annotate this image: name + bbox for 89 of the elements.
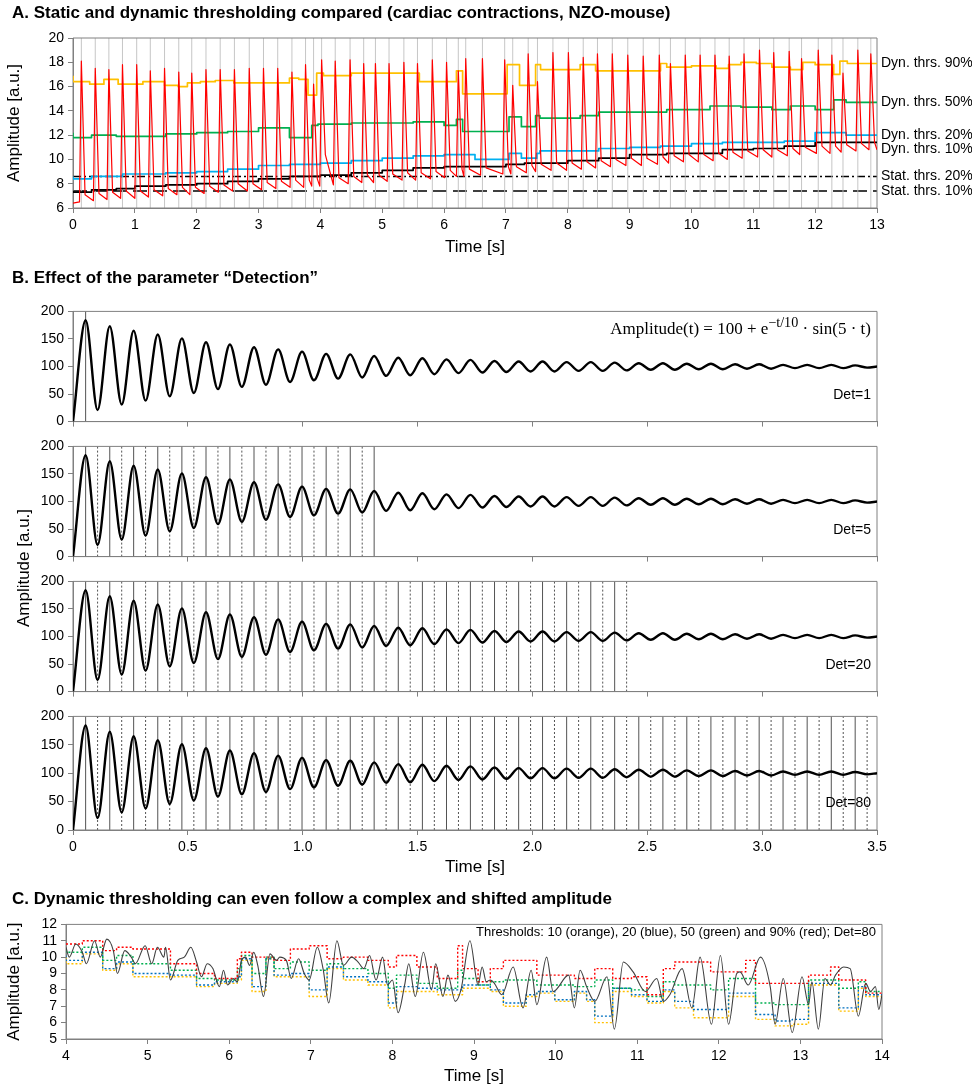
x-tick-label: 6: [440, 216, 449, 233]
y-tick-label: 150: [40, 464, 65, 481]
y-tick-label: 18: [48, 53, 65, 70]
y-tick-label: 0: [56, 682, 65, 699]
y-tick-label: 200: [40, 572, 65, 589]
x-tick-label: 13: [869, 216, 885, 233]
x-tick-label: 8: [563, 216, 572, 233]
annotation: Thresholds: 10 (orange), 20 (blue), 50 (green) and 90% (red); Det=80: [476, 924, 876, 940]
y-tick-label: 200: [40, 437, 65, 454]
y-tick-label: 150: [40, 329, 65, 346]
y-tick-label: 7: [49, 997, 58, 1014]
y-tick-label: 12: [48, 126, 65, 142]
x-tick-label: 6: [225, 1047, 234, 1064]
series-label: Dyn. thrs. 90%: [881, 54, 972, 71]
y-tick-label: 150: [40, 599, 65, 616]
x-tick-label: 1.5: [407, 838, 428, 855]
y-tick-label: 150: [40, 735, 65, 752]
x-tick-label: 0: [69, 216, 78, 233]
x-tick-label: 7: [502, 216, 511, 233]
x-tick-label: 7: [306, 1047, 315, 1064]
x-tick-label: 11: [629, 1047, 645, 1064]
y-tick-label: 50: [48, 384, 65, 401]
x-tick-label: 5: [378, 216, 387, 233]
x-tick-label: 10: [683, 216, 700, 233]
y-tick-label: 6: [49, 1013, 58, 1030]
y-tick-label: 12: [41, 915, 58, 932]
y-tick-label: 100: [40, 492, 65, 509]
annotation: Det=80: [825, 793, 871, 811]
x-tick-label: 12: [711, 1047, 727, 1064]
ref-line-label: Stat. thrs. 20%: [881, 167, 972, 184]
y-tick-label: 50: [48, 654, 65, 671]
x-tick-label: 3: [254, 216, 263, 233]
y-tick-label: 8: [56, 174, 65, 191]
y-tick-label: 100: [40, 764, 65, 781]
y-tick-label: 200: [40, 302, 65, 319]
x-tick-label: 8: [388, 1047, 397, 1064]
x-tick-label: 11: [746, 216, 761, 233]
y-tick-label: 8: [49, 980, 58, 997]
x-axis-title: Time [s]: [445, 857, 505, 877]
annotation: Amplitude(t) = 100 + e$^{−t/10}$ · sin(5 · t): [610, 314, 871, 340]
y-tick-label: 10: [48, 150, 65, 167]
y-axis-title: Amplitude [a.u.]: [3, 922, 23, 1041]
x-tick-label: 9: [470, 1047, 479, 1064]
x-tick-label: 1.0: [292, 838, 313, 855]
ref-line-label: Stat. thrs. 10%: [881, 181, 972, 198]
y-tick-label: 0: [56, 412, 65, 429]
annotation: Det=1: [833, 386, 871, 404]
x-tick-label: 2.5: [637, 838, 658, 855]
x-tick-label: 14: [874, 1047, 890, 1064]
x-tick-label: 3.0: [752, 838, 773, 855]
y-tick-label: 14: [48, 101, 65, 118]
x-tick-label: 0.5: [178, 838, 198, 855]
y-tick-label: 11: [42, 931, 58, 948]
y-tick-label: 5: [49, 1029, 58, 1046]
y-tick-label: 100: [40, 357, 65, 374]
y-tick-label: 9: [49, 964, 58, 981]
x-tick-label: 4: [62, 1047, 71, 1064]
annotation: Det=5: [833, 521, 871, 539]
x-tick-label: 13: [792, 1047, 809, 1064]
y-tick-label: 50: [48, 792, 65, 809]
y-tick-label: 10: [41, 948, 58, 964]
y-tick-label: 200: [40, 707, 65, 724]
x-axis-title: Time [s]: [445, 237, 505, 257]
x-tick-label: 12: [807, 216, 824, 233]
x-tick-label: 9: [625, 216, 634, 233]
chart-title: C. Dynamic thresholding can even follow a complex and shifted amplitude: [12, 889, 612, 909]
y-tick-label: 0: [56, 547, 65, 564]
series-label: Dyn. thrs. 50%: [881, 93, 972, 110]
x-axis-title: Time [s]: [444, 1066, 504, 1086]
series-label: Dyn. thrs. 20%: [881, 126, 972, 142]
y-tick-label: 0: [56, 820, 65, 837]
x-tick-label: 2: [192, 216, 201, 233]
x-tick-label: 10: [547, 1047, 564, 1064]
y-tick-label: 50: [48, 519, 65, 536]
y-tick-label: 16: [48, 77, 65, 94]
y-axis-title: Amplitude [a.u.]: [14, 508, 34, 628]
y-axis-title: Amplitude [a.u.]: [3, 63, 23, 183]
chart-title: B. Effect of the parameter “Detection”: [12, 268, 319, 288]
y-tick-label: 20: [48, 28, 65, 45]
x-tick-label: 3.5: [867, 838, 887, 855]
x-tick-label: 5: [143, 1047, 152, 1064]
annotation: Det=20: [825, 656, 871, 674]
x-tick-label: 1: [130, 216, 139, 233]
x-tick-label: 0: [69, 838, 78, 855]
x-tick-label: 4: [316, 216, 325, 233]
y-tick-label: 100: [40, 627, 65, 644]
chart-title: A. Static and dynamic thresholding compared (cardiac contractions, NZO-mouse): [12, 3, 671, 23]
x-tick-label: 2.0: [522, 838, 543, 855]
y-tick-label: 6: [56, 198, 65, 215]
